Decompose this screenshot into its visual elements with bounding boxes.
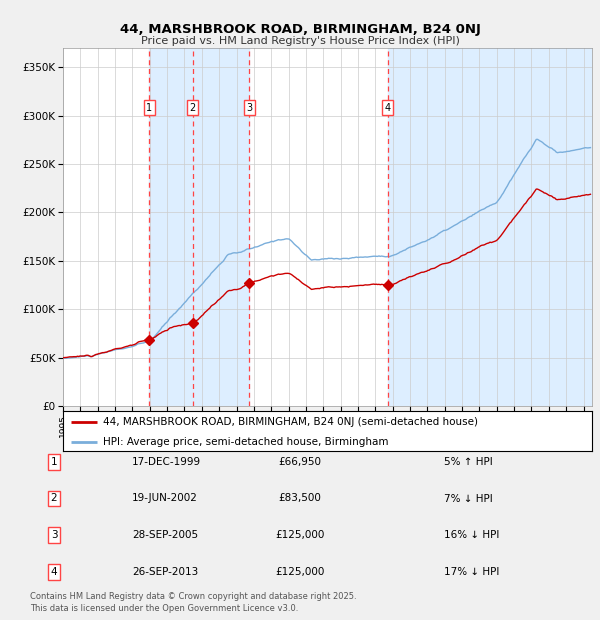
Text: 4: 4 <box>50 567 58 577</box>
Text: £66,950: £66,950 <box>278 457 322 467</box>
Text: £83,500: £83,500 <box>278 494 322 503</box>
Text: 3: 3 <box>50 530 58 540</box>
Text: 26-SEP-2013: 26-SEP-2013 <box>132 567 198 577</box>
Text: 2: 2 <box>50 494 58 503</box>
Text: 4: 4 <box>385 103 391 113</box>
Text: 5% ↑ HPI: 5% ↑ HPI <box>444 457 493 467</box>
Text: £125,000: £125,000 <box>275 567 325 577</box>
Text: 7% ↓ HPI: 7% ↓ HPI <box>444 494 493 503</box>
Bar <box>149 48 250 406</box>
Text: £125,000: £125,000 <box>275 530 325 540</box>
Text: 17-DEC-1999: 17-DEC-1999 <box>132 457 201 467</box>
Text: 28-SEP-2005: 28-SEP-2005 <box>132 530 198 540</box>
Text: 1: 1 <box>146 103 152 113</box>
Text: Price paid vs. HM Land Registry's House Price Index (HPI): Price paid vs. HM Land Registry's House … <box>140 36 460 46</box>
Text: HPI: Average price, semi-detached house, Birmingham: HPI: Average price, semi-detached house,… <box>103 436 388 446</box>
Text: 16% ↓ HPI: 16% ↓ HPI <box>444 530 499 540</box>
Text: 19-JUN-2002: 19-JUN-2002 <box>132 494 198 503</box>
Bar <box>388 48 592 406</box>
Text: Contains HM Land Registry data © Crown copyright and database right 2025.
This d: Contains HM Land Registry data © Crown c… <box>30 591 356 613</box>
Text: 2: 2 <box>190 103 196 113</box>
Text: 44, MARSHBROOK ROAD, BIRMINGHAM, B24 0NJ (semi-detached house): 44, MARSHBROOK ROAD, BIRMINGHAM, B24 0NJ… <box>103 417 478 427</box>
Text: 1: 1 <box>50 457 58 467</box>
Text: 17% ↓ HPI: 17% ↓ HPI <box>444 567 499 577</box>
Text: 44, MARSHBROOK ROAD, BIRMINGHAM, B24 0NJ: 44, MARSHBROOK ROAD, BIRMINGHAM, B24 0NJ <box>119 23 481 36</box>
Text: 3: 3 <box>246 103 253 113</box>
